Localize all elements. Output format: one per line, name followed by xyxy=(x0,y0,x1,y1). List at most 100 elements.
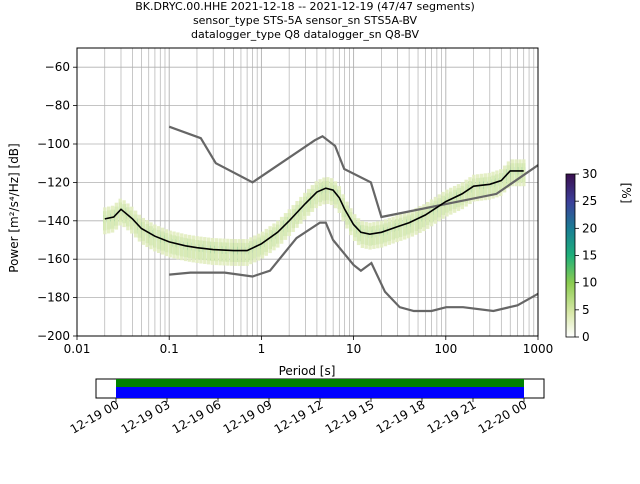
y-tick-label: −200 xyxy=(37,329,70,343)
x-tick-label: 1 xyxy=(258,342,266,356)
density-cell xyxy=(360,221,365,248)
density-cell xyxy=(218,238,222,266)
density-cell xyxy=(226,238,230,266)
density-cell xyxy=(376,221,380,249)
density-cell xyxy=(518,159,522,187)
density-cell xyxy=(206,237,211,265)
density-cell xyxy=(156,226,161,253)
density-cell xyxy=(299,196,303,224)
y-tick-label: −120 xyxy=(37,175,70,189)
density-cell xyxy=(479,173,484,201)
density-cell xyxy=(399,213,403,241)
density-cell xyxy=(233,239,238,266)
high-noise-model-line xyxy=(168,125,538,219)
x-tick-label: 1000 xyxy=(523,342,554,356)
density-cell xyxy=(414,207,418,235)
density-cell xyxy=(310,185,315,212)
density-cell xyxy=(318,179,322,207)
density-cell xyxy=(379,220,384,248)
density-cell xyxy=(495,170,499,198)
y-tick-label: −60 xyxy=(45,60,70,74)
density-cell xyxy=(133,210,138,238)
colorbar-tick-label: 15 xyxy=(582,249,597,263)
x-tick-label: 100 xyxy=(434,342,457,356)
density-cell xyxy=(402,212,407,240)
density-cell xyxy=(145,220,149,248)
density-cell xyxy=(130,206,134,234)
density-cell xyxy=(456,184,461,212)
density-cell xyxy=(472,174,476,202)
x-axis: 0.01 0.1 1 10 100 1000 xyxy=(64,336,554,356)
density-cell xyxy=(149,222,153,250)
density-cell xyxy=(383,219,388,247)
density-cell xyxy=(395,215,399,243)
density-cell xyxy=(195,236,199,264)
timeline-tick-label: 12-19 12 xyxy=(272,397,326,436)
density-cell xyxy=(506,161,511,189)
y-tick-label: −100 xyxy=(37,137,70,151)
colorbar-tick-label: 5 xyxy=(582,303,590,317)
title-line-2: sensor_type STS-5A sensor_sn STS5A-BV xyxy=(193,14,418,27)
density-cell xyxy=(160,227,165,255)
density-cell xyxy=(191,235,195,263)
mode-line-group xyxy=(104,170,524,252)
density-cell xyxy=(391,216,395,244)
colorbar-tick-label: 0 xyxy=(582,330,590,344)
density-cell xyxy=(437,194,441,222)
density-cell xyxy=(368,222,372,250)
density-cell xyxy=(433,196,438,224)
title-line-3: datalogger_type Q8 datalogger_sn Q8-BV xyxy=(191,28,419,41)
timeline-tick-label: 12-19 00 xyxy=(68,397,122,436)
density-cell xyxy=(295,200,299,228)
density-cell xyxy=(491,171,495,199)
density-cell xyxy=(256,233,261,261)
density-cell xyxy=(164,229,169,257)
colorbar xyxy=(565,173,576,338)
x-tick-label: 0.1 xyxy=(160,342,179,356)
density-cell xyxy=(268,226,272,254)
y-axis-label: Power [m²/s⁴/Hz] [dB] xyxy=(7,143,21,272)
density-cell xyxy=(326,177,330,205)
density-cell xyxy=(264,228,268,256)
density-cell xyxy=(487,172,491,200)
density-cell xyxy=(429,199,434,227)
density-cell xyxy=(106,206,111,234)
density-cell xyxy=(241,239,245,266)
density-cell xyxy=(452,185,457,213)
colorbar-tick-label: 30 xyxy=(582,167,597,181)
density-cell xyxy=(364,221,368,249)
x-tick-label: 0.01 xyxy=(64,342,91,356)
timeline-segments-bar xyxy=(116,387,524,398)
x-axis-label: Period [s] xyxy=(279,364,336,378)
density-cell xyxy=(203,237,207,264)
density-cell xyxy=(287,209,292,237)
noise-models xyxy=(168,125,538,313)
density-cell xyxy=(126,203,130,231)
psd-density xyxy=(103,159,526,266)
colorbar-label: [%] xyxy=(619,183,633,204)
timeline-tick-label: 12-19 03 xyxy=(119,397,173,436)
density-cell xyxy=(176,232,180,260)
title-line-1: BK.DRYC.00.HHE 2021-12-18 -- 2021-12-19 … xyxy=(135,0,475,13)
density-cell xyxy=(180,233,184,261)
density-cell xyxy=(137,214,142,242)
density-cell xyxy=(522,159,526,187)
density-cell xyxy=(372,222,376,249)
density-cell xyxy=(260,231,265,259)
colorbar-tick-label: 10 xyxy=(582,276,597,290)
y-tick-label: −140 xyxy=(37,214,70,228)
density-cell xyxy=(460,182,465,210)
density-cell xyxy=(422,204,426,232)
density-cell xyxy=(387,218,391,245)
density-cell xyxy=(210,237,215,265)
timeline-coverage-bar xyxy=(116,379,524,387)
density-cell xyxy=(187,234,192,262)
density-cell xyxy=(464,179,468,207)
density-cell xyxy=(468,177,472,205)
plot-frame xyxy=(76,47,539,337)
low-noise-model-line xyxy=(169,221,538,313)
timeline-tick-label: 12-19 09 xyxy=(221,397,275,436)
